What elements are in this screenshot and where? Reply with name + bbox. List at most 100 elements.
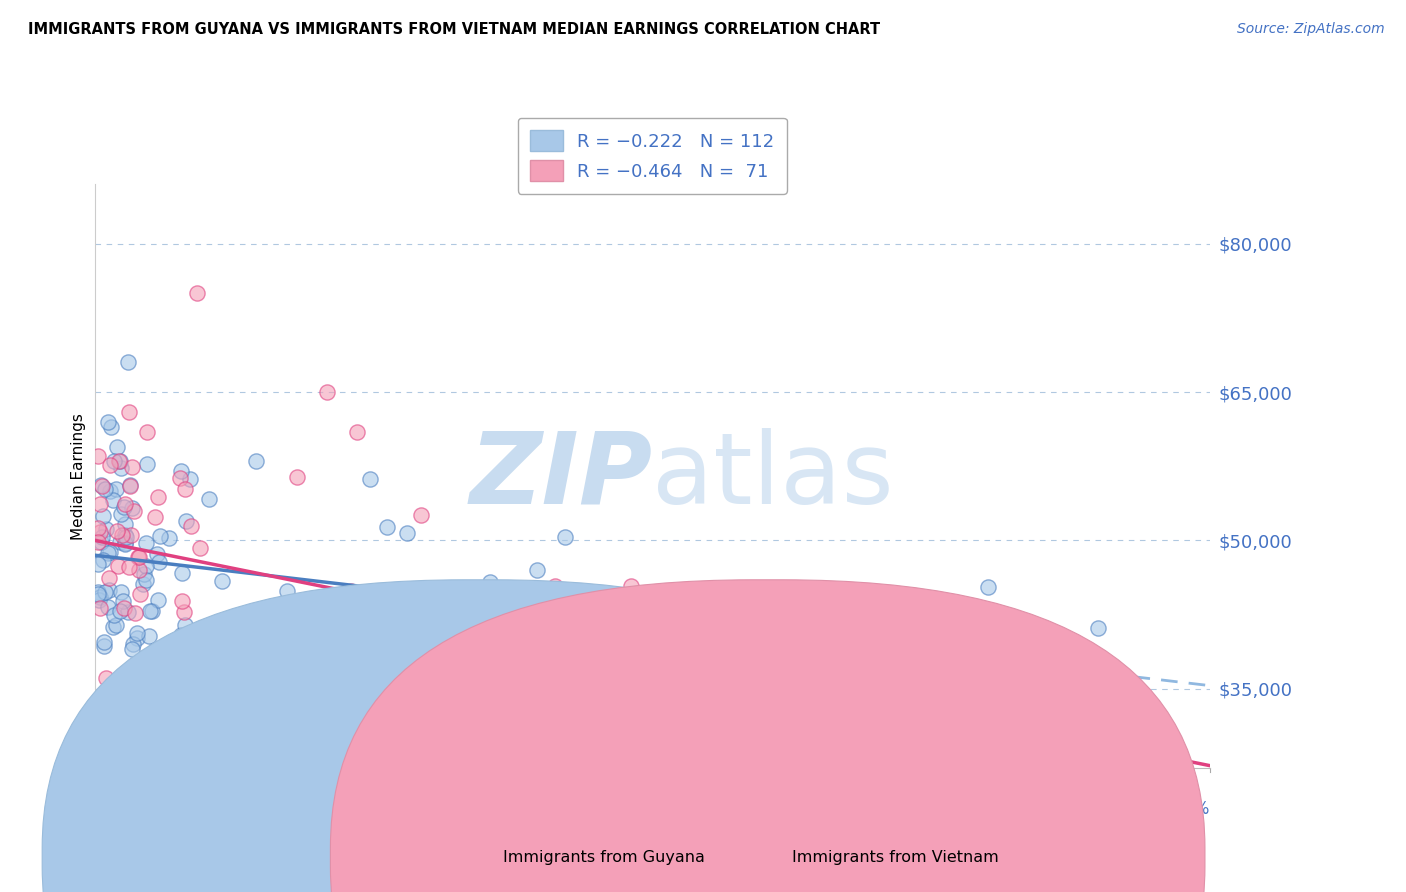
Point xyxy=(170,464,193,478)
Point xyxy=(128,587,150,601)
Point xyxy=(973,703,995,717)
Point xyxy=(359,472,381,486)
Legend: R = −0.222   N = 112, R = −0.464   N =  71: R = −0.222 N = 112, R = −0.464 N = 71 xyxy=(517,118,787,194)
Point xyxy=(110,508,132,522)
Point xyxy=(554,530,576,544)
Point xyxy=(141,604,163,618)
Point xyxy=(1105,747,1128,762)
Point xyxy=(89,593,111,607)
Point xyxy=(695,638,717,652)
Point xyxy=(198,492,221,507)
Point xyxy=(122,637,145,651)
Point xyxy=(90,478,112,492)
Point xyxy=(114,536,136,550)
Point xyxy=(170,628,193,642)
Point xyxy=(94,522,117,536)
Point xyxy=(146,490,169,504)
Point xyxy=(340,584,363,599)
Point xyxy=(620,579,643,593)
Point xyxy=(160,751,183,765)
Point xyxy=(89,590,111,604)
Point xyxy=(346,425,368,440)
Point xyxy=(115,676,138,690)
Point xyxy=(146,593,169,607)
Point xyxy=(112,601,135,615)
Point xyxy=(709,644,731,658)
Point xyxy=(471,738,494,752)
Point xyxy=(567,681,589,696)
Point xyxy=(696,611,718,625)
Point xyxy=(105,524,128,538)
Point xyxy=(91,478,114,492)
Point xyxy=(107,558,129,573)
Point xyxy=(89,601,111,615)
Point xyxy=(110,584,132,599)
Y-axis label: Median Earnings: Median Earnings xyxy=(72,413,86,540)
Point xyxy=(112,500,135,515)
Point xyxy=(101,620,124,634)
Point xyxy=(927,648,949,662)
Point xyxy=(110,528,132,542)
Point xyxy=(1092,688,1115,702)
Point xyxy=(108,604,131,618)
Point xyxy=(173,605,195,619)
Point xyxy=(172,566,194,581)
Text: IMMIGRANTS FROM GUYANA VS IMMIGRANTS FROM VIETNAM MEDIAN EARNINGS CORRELATION CH: IMMIGRANTS FROM GUYANA VS IMMIGRANTS FRO… xyxy=(28,22,880,37)
Point xyxy=(1018,751,1040,765)
Point xyxy=(429,627,451,641)
Point xyxy=(124,706,146,721)
Point xyxy=(120,528,142,542)
Point xyxy=(127,549,149,564)
Point xyxy=(416,593,439,607)
Point xyxy=(98,545,121,559)
Point xyxy=(174,514,197,528)
Point xyxy=(169,471,191,485)
Point xyxy=(215,702,238,716)
Text: 0.0%: 0.0% xyxy=(94,800,136,818)
Point xyxy=(97,571,120,585)
Point xyxy=(114,516,136,531)
Point xyxy=(887,667,910,681)
Point xyxy=(127,631,149,645)
Point xyxy=(117,404,139,418)
Point xyxy=(98,583,121,598)
Point xyxy=(316,385,339,400)
Point xyxy=(461,601,484,615)
Point xyxy=(1136,751,1159,765)
Point xyxy=(174,618,197,632)
Point xyxy=(1067,751,1090,765)
Point xyxy=(922,751,945,765)
Point xyxy=(121,642,143,657)
Point xyxy=(817,627,839,641)
Point xyxy=(93,639,115,653)
Point xyxy=(94,584,117,599)
Point xyxy=(174,482,197,496)
FancyBboxPatch shape xyxy=(330,580,1205,892)
FancyBboxPatch shape xyxy=(42,580,917,892)
Point xyxy=(540,605,562,619)
Point xyxy=(702,716,724,731)
Point xyxy=(157,531,180,545)
Point xyxy=(135,536,157,550)
Point xyxy=(180,519,202,533)
Point xyxy=(100,420,122,434)
Point xyxy=(276,584,298,599)
Text: Immigrants from Guyana: Immigrants from Guyana xyxy=(503,850,706,864)
Point xyxy=(136,425,159,439)
Point xyxy=(1015,638,1038,652)
Point xyxy=(122,504,145,518)
Point xyxy=(121,500,143,515)
Point xyxy=(135,559,157,574)
Point xyxy=(112,594,135,608)
Point xyxy=(103,492,125,507)
Point xyxy=(526,563,548,577)
Point xyxy=(90,530,112,544)
Text: 60.0%: 60.0% xyxy=(1159,800,1211,818)
Point xyxy=(132,576,155,591)
Point xyxy=(339,601,361,615)
Point xyxy=(87,557,110,571)
Point xyxy=(884,661,907,675)
Point xyxy=(395,526,418,541)
Point xyxy=(108,535,131,549)
Point xyxy=(87,535,110,549)
